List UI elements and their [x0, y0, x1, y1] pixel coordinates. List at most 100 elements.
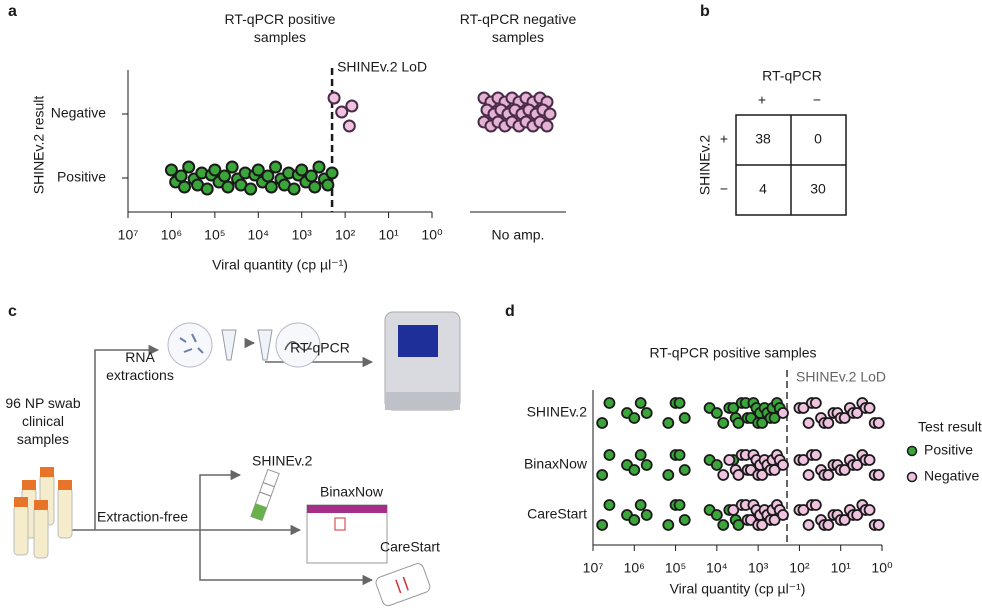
data-point	[822, 519, 835, 531]
diagram-label: Extraction-free	[97, 509, 188, 525]
table-cell: 4	[759, 181, 767, 197]
data-point	[178, 180, 192, 194]
data-point	[768, 514, 781, 526]
data-point	[723, 454, 736, 466]
lod-label: SHINEv.2 LoD	[337, 59, 427, 75]
data-point	[797, 402, 810, 414]
data-point	[838, 464, 851, 476]
data-point	[662, 519, 675, 531]
no-amp-point	[540, 119, 554, 133]
x-tick-label: 10⁵	[204, 227, 225, 243]
data-point	[756, 417, 769, 429]
data-point	[640, 509, 653, 521]
y-category-label: CareStart	[527, 506, 587, 522]
data-point	[797, 504, 810, 516]
data-point	[678, 464, 691, 476]
data-point	[809, 397, 822, 409]
data-point	[717, 469, 730, 481]
qpcr-screen	[398, 325, 438, 357]
data-point	[673, 449, 686, 461]
workflow-diagram	[13, 311, 461, 607]
y-category-label: Positive	[57, 169, 106, 185]
table-cell: 38	[755, 131, 771, 147]
data-point	[335, 105, 349, 119]
x-tick-label: 10²	[335, 227, 356, 243]
data-point	[732, 417, 745, 429]
shine-strip	[250, 468, 280, 522]
data-point	[822, 417, 835, 429]
diagram-label: 96 NP swab clinical samples	[5, 395, 81, 447]
data-point	[634, 397, 647, 409]
binax-card	[306, 504, 388, 564]
panel-label: c	[8, 303, 17, 320]
group-title: RT-qPCR negative samples	[459, 11, 577, 45]
x-tick-label: 10²	[789, 560, 810, 576]
data-point	[327, 91, 341, 105]
data-point	[710, 509, 723, 521]
data-point	[838, 412, 851, 424]
data-point	[603, 499, 616, 511]
x-tick-label: 10⁰	[421, 227, 443, 243]
data-point	[308, 180, 322, 194]
data-point	[872, 519, 885, 531]
row-header: +	[720, 131, 728, 147]
tube-icon	[221, 329, 237, 361]
data-point	[287, 182, 301, 196]
group-title: RT-qPCR positive samples	[224, 11, 336, 45]
panel-label: b	[700, 3, 710, 20]
data-point	[838, 514, 851, 526]
data-point	[809, 499, 822, 511]
data-point	[673, 397, 686, 409]
table-cell: 30	[810, 181, 826, 197]
panel-label: d	[505, 303, 515, 320]
panel-label: a	[8, 3, 17, 20]
legend-swatch	[906, 445, 918, 457]
data-point	[768, 464, 781, 476]
row-title: SHINEv.2	[697, 135, 713, 196]
x-tick-label: 10¹	[831, 560, 852, 576]
carestart-cassette	[375, 563, 431, 607]
data-point	[797, 454, 810, 466]
data-point	[208, 163, 222, 177]
chart-title: RT-qPCR positive samples	[649, 345, 816, 361]
x-tick-label: 10⁶	[161, 227, 182, 243]
data-point	[777, 509, 789, 521]
data-point	[244, 182, 258, 196]
data-point	[717, 519, 730, 531]
legend-label: Negative	[924, 468, 979, 484]
data-point	[863, 454, 876, 466]
data-point	[603, 449, 616, 461]
data-point	[200, 182, 214, 196]
data-point	[863, 402, 876, 414]
table-cell: 0	[814, 131, 822, 147]
diagram-label: SHINEv.2	[252, 453, 313, 469]
data-point	[295, 163, 309, 177]
diagram-label: CareStart	[380, 539, 440, 555]
data-point	[717, 417, 730, 429]
data-point	[863, 504, 876, 516]
data-point	[802, 417, 815, 429]
rna-icon	[179, 333, 204, 354]
data-point	[809, 449, 822, 461]
legend-title: Test result:	[918, 419, 982, 435]
no-amp-label: No amp.	[492, 227, 545, 243]
diagram-label: RNA extractions	[106, 349, 174, 383]
data-point	[710, 407, 723, 419]
legend-swatch	[906, 471, 918, 483]
no-amp-point	[543, 107, 557, 121]
data-point	[678, 514, 691, 526]
data-point	[802, 469, 815, 481]
data-point	[662, 469, 675, 481]
diagram-label: RT-qPCR	[290, 340, 350, 356]
data-point	[342, 119, 356, 133]
x-tick-label: 10³	[748, 560, 769, 576]
x-tick-label: 10⁴	[247, 227, 269, 243]
data-point	[182, 160, 196, 174]
y-axis-label: SHINEv.2 result	[31, 96, 47, 195]
data-point	[628, 464, 641, 476]
y-category-label: BinaxNow	[524, 456, 588, 472]
data-point	[802, 519, 815, 531]
data-point	[777, 407, 789, 419]
